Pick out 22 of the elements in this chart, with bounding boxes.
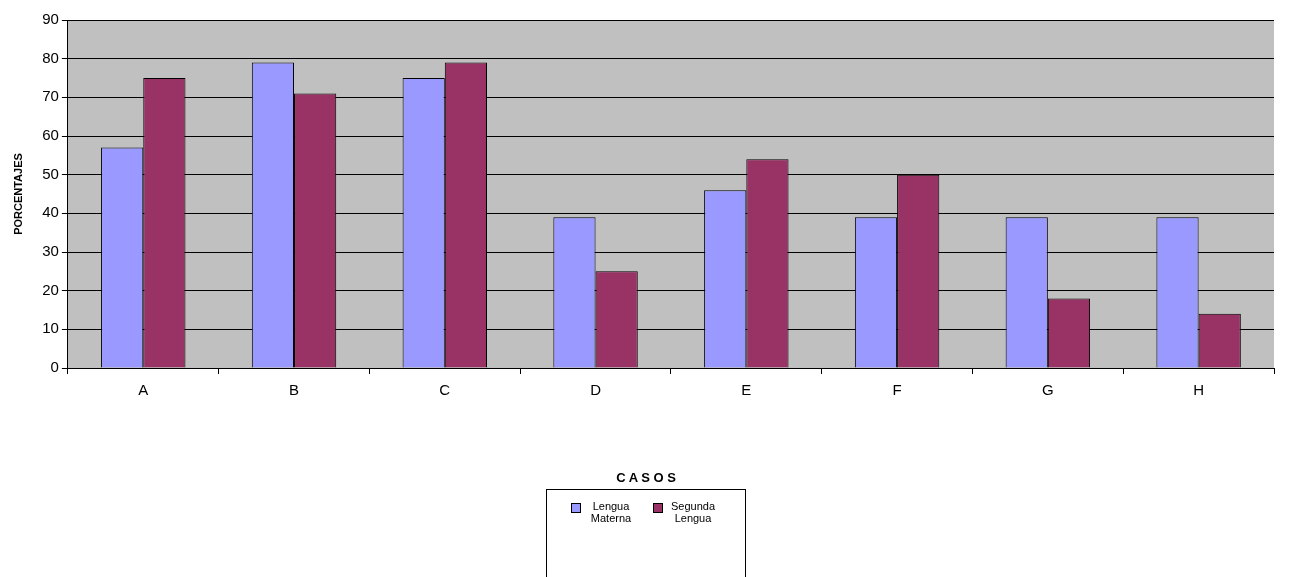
y-tick-label: 80 (42, 48, 59, 66)
legend-label: Segunda Lengua (669, 500, 716, 524)
y-axis-title: PORCENTAJES (11, 153, 24, 235)
x-tick-label: F (892, 381, 902, 399)
y-tick-label: 30 (42, 242, 59, 260)
x-tick-label: B (289, 381, 300, 399)
y-tick-label: 90 (42, 10, 59, 28)
y-tick-label: 20 (42, 280, 59, 298)
x-tick-label: D (590, 381, 602, 399)
legend-title: C A S O S (616, 470, 676, 485)
y-tick-label: 50 (42, 164, 59, 182)
legend-label: Lengua Materna (589, 500, 633, 524)
y-tick-label: 40 (42, 203, 59, 221)
y-tick-label: 10 (42, 319, 59, 337)
y-tick-label: 70 (42, 87, 59, 105)
x-tick-label: A (138, 381, 149, 399)
x-tick-label: E (741, 381, 752, 399)
y-tick-label: 60 (42, 126, 59, 144)
x-tick-label: H (1193, 381, 1205, 399)
x-tick-label: C (439, 381, 451, 399)
y-tick-label: 0 (50, 358, 59, 376)
x-tick-label: G (1042, 381, 1054, 399)
